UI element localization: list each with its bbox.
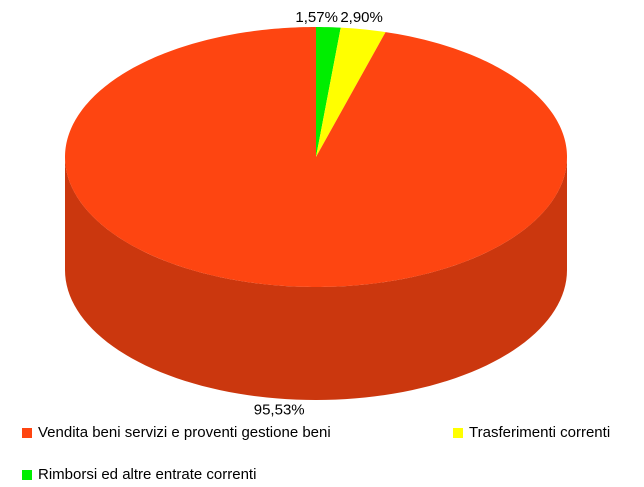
legend-label: Vendita beni servizi e proventi gestione… [38, 424, 331, 441]
slice [316, 27, 386, 157]
slice [316, 27, 341, 157]
data-label: 1,57% [295, 9, 338, 26]
pie [65, 27, 567, 400]
legend-label: Trasferimenti correnti [469, 424, 610, 441]
data-label: 2,90% [340, 9, 383, 26]
legend-swatch [22, 470, 32, 480]
legend-swatch [453, 428, 463, 438]
data-label: 95,53% [254, 402, 305, 419]
legend-swatch [22, 428, 32, 438]
legend-label: Rimborsi ed altre entrate correnti [38, 466, 256, 483]
slice-side [65, 157, 567, 400]
slice [65, 27, 567, 287]
